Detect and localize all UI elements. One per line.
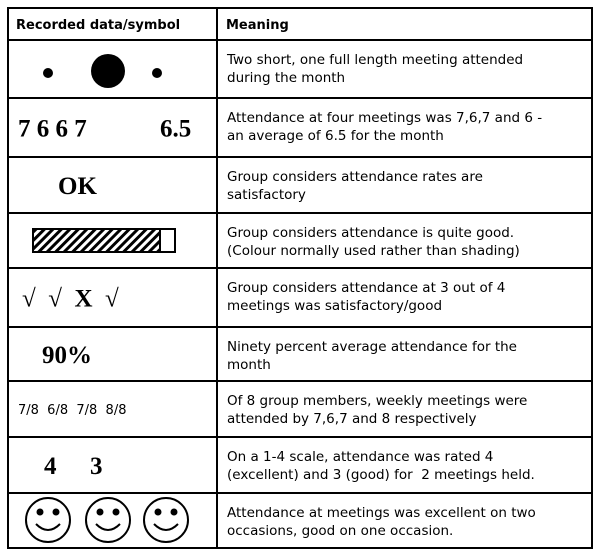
table-border (7, 7, 593, 549)
symbol-text: 6.5 (160, 116, 191, 143)
meaning-line: meetings was satisfactory/good (227, 298, 442, 314)
meaning-line: during the month (227, 70, 345, 86)
meaning-line: attended by 7,6,7 and 8 respectively (227, 411, 477, 427)
small-dot (43, 68, 53, 78)
hatched-bar (32, 228, 161, 253)
symbol-text: 4 (44, 453, 57, 480)
header-cell: Meaning (226, 18, 289, 33)
smiley (25, 497, 71, 543)
header-cell: Recorded data/symbol (16, 18, 180, 33)
meaning-line: Of 8 group members, weekly meetings were (227, 393, 527, 409)
symbol-text: 90% (42, 342, 92, 369)
meaning-line: Two short, one full length meeting atten… (226, 52, 523, 68)
meaning-line: Group considers attendance is quite good… (227, 225, 514, 241)
meaning-line: Ninety percent average attendance for th… (227, 339, 517, 355)
meaning-line: occasions, good on one occasion. (227, 523, 453, 539)
symbol-text: √ √ X √ (22, 286, 119, 313)
meaning-line: satisfactory (227, 187, 306, 203)
meaning-line: an average of 6.5 for the month (227, 128, 444, 144)
big-dot (91, 54, 125, 88)
empty-bar (159, 228, 176, 253)
meaning-line: (excellent) and 3 (good) for 2 meetings … (227, 467, 535, 483)
smileys (25, 497, 189, 543)
symbol-text: OK (58, 173, 97, 200)
meaning-line: Group considers attendance rates are (227, 169, 483, 185)
meaning-line: On a 1-4 scale, attendance was rated 4 (227, 449, 493, 465)
symbol-text: 3 (90, 453, 103, 480)
symbol-text: 7 6 6 7 (18, 116, 87, 143)
smiley (143, 497, 189, 543)
meaning-line: Attendance at meetings was excellent on … (227, 505, 536, 521)
meaning-line: Attendance at four meetings was 7,6,7 an… (227, 110, 542, 126)
symbol-text: 7/8 6/8 7/8 8/8 (18, 403, 126, 418)
meaning-line: month (227, 357, 271, 373)
meaning-line: (Colour normally used rather than shadin… (227, 243, 520, 259)
small-dot (152, 68, 162, 78)
meaning-line: Group considers attendance at 3 out of 4 (227, 280, 505, 296)
smiley (85, 497, 131, 543)
